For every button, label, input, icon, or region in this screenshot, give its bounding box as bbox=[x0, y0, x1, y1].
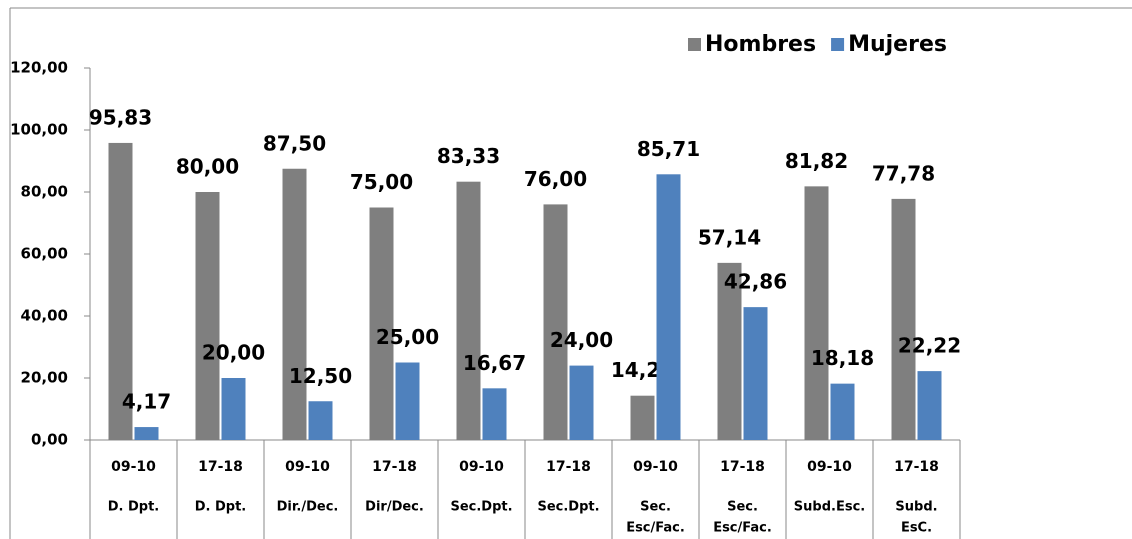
bar bbox=[743, 307, 768, 440]
x-tick-label: 09-10 bbox=[459, 459, 504, 475]
data-label: 75,00 bbox=[350, 170, 413, 194]
bar bbox=[891, 198, 916, 440]
x-tick-label: 09-10 bbox=[633, 459, 678, 475]
data-label: 22,22 bbox=[898, 334, 961, 358]
bar bbox=[282, 168, 307, 440]
bar bbox=[108, 142, 133, 440]
bar bbox=[456, 181, 481, 440]
bar bbox=[630, 395, 655, 440]
data-label: 16,67 bbox=[463, 351, 526, 375]
bar bbox=[917, 371, 942, 440]
y-tick-label: 100,00 bbox=[10, 121, 68, 139]
x-group-label: EsC. bbox=[901, 521, 932, 536]
x-group-label: Sec.Dpt. bbox=[450, 500, 512, 515]
x-tick-label: 09-10 bbox=[111, 459, 156, 475]
bar bbox=[308, 401, 333, 440]
legend-label: Hombres bbox=[705, 32, 816, 57]
data-label: 4,17 bbox=[122, 390, 171, 414]
bar bbox=[656, 174, 681, 440]
x-tick-label: 09-10 bbox=[807, 459, 852, 475]
data-label: 57,14 bbox=[698, 225, 761, 249]
x-group-label: D. Dpt. bbox=[108, 500, 160, 515]
data-label: 80,00 bbox=[176, 155, 239, 179]
x-tick-label: 17-18 bbox=[372, 459, 417, 475]
data-label: 85,71 bbox=[637, 137, 700, 161]
x-group-label: Sec. bbox=[640, 500, 671, 515]
data-label: 20,00 bbox=[202, 341, 265, 365]
y-tick-label: 20,00 bbox=[21, 369, 68, 387]
data-label: 95,83 bbox=[89, 105, 152, 129]
data-label: 83,33 bbox=[437, 144, 500, 168]
bar bbox=[134, 427, 159, 440]
data-label: 87,50 bbox=[263, 131, 326, 155]
x-group-label: Sec. bbox=[727, 500, 758, 515]
x-tick-label: 17-18 bbox=[198, 459, 243, 475]
x-tick-label: 17-18 bbox=[546, 459, 591, 475]
y-tick-label: 60,00 bbox=[21, 245, 68, 263]
x-group-label: D. Dpt. bbox=[195, 500, 247, 515]
x-group-label: Esc/Fac. bbox=[626, 521, 685, 536]
x-group-label: Sec.Dpt. bbox=[537, 500, 599, 515]
data-label: 76,00 bbox=[524, 167, 587, 191]
data-label: 18,18 bbox=[811, 346, 874, 370]
data-label: 25,00 bbox=[376, 325, 439, 349]
x-group-label: Subd. bbox=[895, 500, 937, 515]
x-group-label: Esc/Fac. bbox=[713, 521, 772, 536]
bar bbox=[830, 383, 855, 440]
bar bbox=[569, 365, 594, 440]
data-label: 12,50 bbox=[289, 364, 352, 388]
x-tick-label: 09-10 bbox=[285, 459, 330, 475]
y-tick-label: 0,00 bbox=[31, 431, 68, 449]
data-label: 42,86 bbox=[724, 270, 787, 294]
bar bbox=[195, 192, 220, 440]
x-group-label: Subd.Esc. bbox=[794, 500, 865, 515]
data-label: 81,82 bbox=[785, 149, 848, 173]
bar bbox=[369, 207, 394, 440]
legend-label: Mujeres bbox=[848, 32, 947, 57]
x-group-label: Dir./Dec. bbox=[277, 500, 339, 515]
legend-swatch bbox=[831, 38, 845, 51]
data-label: 24,00 bbox=[550, 328, 613, 352]
y-tick-label: 40,00 bbox=[21, 307, 68, 325]
x-tick-label: 17-18 bbox=[720, 459, 765, 475]
bar bbox=[543, 204, 568, 440]
bar bbox=[804, 186, 829, 440]
legend-swatch bbox=[688, 38, 701, 51]
bar bbox=[717, 262, 742, 440]
y-tick-label: 120,00 bbox=[10, 59, 68, 77]
y-tick-label: 80,00 bbox=[21, 183, 68, 201]
bar bbox=[482, 388, 507, 440]
x-group-label: Dir/Dec. bbox=[365, 500, 424, 515]
data-label: 77,78 bbox=[872, 161, 935, 185]
x-tick-label: 17-18 bbox=[894, 459, 939, 475]
bar bbox=[395, 362, 420, 440]
bar bbox=[221, 378, 246, 440]
